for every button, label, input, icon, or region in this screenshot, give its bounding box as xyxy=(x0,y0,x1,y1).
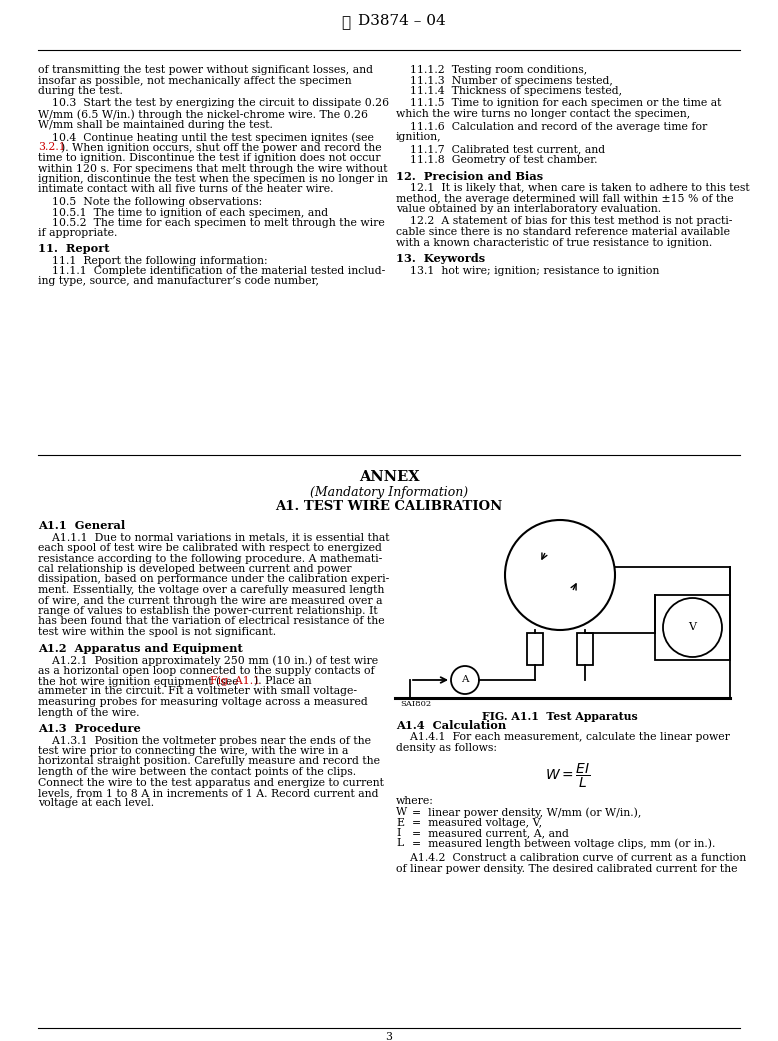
Text: D3874 – 04: D3874 – 04 xyxy=(358,14,446,28)
Text: A1.1  General: A1.1 General xyxy=(38,520,125,531)
Text: A1.4  Calculation: A1.4 Calculation xyxy=(396,720,506,731)
Text: 3.2.1: 3.2.1 xyxy=(38,143,66,152)
Text: $W = \dfrac{EI}{L}$: $W = \dfrac{EI}{L}$ xyxy=(545,762,591,790)
Text: ANNEX: ANNEX xyxy=(359,469,419,484)
Bar xyxy=(577,633,593,665)
Text: SAI802: SAI802 xyxy=(400,700,431,708)
Text: A: A xyxy=(461,676,469,685)
Text: each spool of test wire be calibrated with respect to energized: each spool of test wire be calibrated wi… xyxy=(38,543,382,553)
Text: ammeter in the circuit. Fit a voltmeter with small voltage-: ammeter in the circuit. Fit a voltmeter … xyxy=(38,686,357,696)
Text: method, the average determined will fall within ±15 % of the: method, the average determined will fall… xyxy=(396,194,734,203)
Text: 11.1.5  Time to ignition for each specimen or the time at: 11.1.5 Time to ignition for each specime… xyxy=(396,99,721,108)
Text: has been found that the variation of electrical resistance of the: has been found that the variation of ele… xyxy=(38,616,384,627)
Text: test wire prior to connecting the wire, with the wire in a: test wire prior to connecting the wire, … xyxy=(38,746,349,756)
Text: 11.1.7  Calibrated test current, and: 11.1.7 Calibrated test current, and xyxy=(396,145,605,154)
Circle shape xyxy=(663,598,722,657)
Text: the hot wire ignition equipment (see: the hot wire ignition equipment (see xyxy=(38,676,242,687)
Text: dissipation, based on performance under the calibration experi-: dissipation, based on performance under … xyxy=(38,575,389,584)
Text: W/mm (6.5 W/in.) through the nickel-chrome wire. The 0.26: W/mm (6.5 W/in.) through the nickel-chro… xyxy=(38,109,368,120)
Text: test wire within the spool is not significant.: test wire within the spool is not signif… xyxy=(38,627,276,637)
Text: 12.2  A statement of bias for this test method is not practi-: 12.2 A statement of bias for this test m… xyxy=(396,217,732,227)
Text: W: W xyxy=(396,807,407,817)
Text: of linear power density. The desired calibrated current for the: of linear power density. The desired cal… xyxy=(396,863,738,873)
Text: as a horizontal open loop connected to the supply contacts of: as a horizontal open loop connected to t… xyxy=(38,665,375,676)
Text: measuring probes for measuring voltage across a measured: measuring probes for measuring voltage a… xyxy=(38,697,368,707)
Text: during the test.: during the test. xyxy=(38,86,123,96)
Text: =  measured length between voltage clips, mm (or in.).: = measured length between voltage clips,… xyxy=(412,838,716,849)
Text: if appropriate.: if appropriate. xyxy=(38,229,117,238)
Text: range of values to establish the power-current relationship. It: range of values to establish the power-c… xyxy=(38,606,377,616)
Text: =  linear power density, W/mm (or W/in.),: = linear power density, W/mm (or W/in.), xyxy=(412,807,641,817)
Text: 11.1.4  Thickness of specimens tested,: 11.1.4 Thickness of specimens tested, xyxy=(396,86,622,96)
Text: where:: where: xyxy=(396,796,434,807)
Text: within 120 s. For specimens that melt through the wire without: within 120 s. For specimens that melt th… xyxy=(38,163,387,174)
Text: A1.3.1  Position the voltmeter probes near the ends of the: A1.3.1 Position the voltmeter probes nea… xyxy=(38,736,371,745)
Circle shape xyxy=(451,666,479,694)
Text: ment. Essentially, the voltage over a carefully measured length: ment. Essentially, the voltage over a ca… xyxy=(38,585,384,595)
Text: 10.4  Continue heating until the test specimen ignites (see: 10.4 Continue heating until the test spe… xyxy=(38,132,374,143)
Text: ). When ignition occurs, shut off the power and record the: ). When ignition occurs, shut off the po… xyxy=(61,143,382,153)
Text: A1.2  Apparatus and Equipment: A1.2 Apparatus and Equipment xyxy=(38,642,243,654)
Text: insofar as possible, not mechanically affect the specimen: insofar as possible, not mechanically af… xyxy=(38,76,352,85)
Text: E: E xyxy=(396,817,404,828)
Text: cal relationship is developed between current and power: cal relationship is developed between cu… xyxy=(38,564,352,574)
Text: 12.  Precision and Bias: 12. Precision and Bias xyxy=(396,171,543,181)
Text: A1.1.1  Due to normal variations in metals, it is essential that: A1.1.1 Due to normal variations in metal… xyxy=(38,533,390,542)
Text: 10.5.2  The time for each specimen to melt through the wire: 10.5.2 The time for each specimen to mel… xyxy=(38,218,385,228)
Text: 12.1  It is likely that, when care is taken to adhere to this test: 12.1 It is likely that, when care is tak… xyxy=(396,183,750,193)
Text: value obtained by an interlaboratory evaluation.: value obtained by an interlaboratory eva… xyxy=(396,204,661,214)
Text: 11.1.6  Calculation and record of the average time for: 11.1.6 Calculation and record of the ave… xyxy=(396,122,707,131)
Text: 10.5  Note the following observations:: 10.5 Note the following observations: xyxy=(38,197,262,207)
Text: 11.1.2  Testing room conditions,: 11.1.2 Testing room conditions, xyxy=(396,65,587,75)
Text: cable since there is no standard reference material available: cable since there is no standard referen… xyxy=(396,227,730,237)
Text: voltage at each level.: voltage at each level. xyxy=(38,798,154,809)
Text: length of the wire between the contact points of the clips.: length of the wire between the contact p… xyxy=(38,767,356,777)
Text: 10.3  Start the test by energizing the circuit to dissipate 0.26: 10.3 Start the test by energizing the ci… xyxy=(38,99,389,108)
Text: ing type, source, and manufacturer’s code number,: ing type, source, and manufacturer’s cod… xyxy=(38,277,319,286)
Text: which the wire turns no longer contact the specimen,: which the wire turns no longer contact t… xyxy=(396,109,690,119)
Text: 10.5.1  The time to ignition of each specimen, and: 10.5.1 The time to ignition of each spec… xyxy=(38,207,328,218)
Text: 11.1.3  Number of specimens tested,: 11.1.3 Number of specimens tested, xyxy=(396,76,613,85)
Text: with a known characteristic of true resistance to ignition.: with a known characteristic of true resi… xyxy=(396,237,712,248)
Text: density as follows:: density as follows: xyxy=(396,743,497,753)
Text: length of the wire.: length of the wire. xyxy=(38,708,139,717)
Text: horizontal straight position. Carefully measure and record the: horizontal straight position. Carefully … xyxy=(38,757,380,766)
Text: 11.1.1  Complete identification of the material tested includ-: 11.1.1 Complete identification of the ma… xyxy=(38,266,385,276)
Text: 3: 3 xyxy=(386,1032,392,1041)
Text: time to ignition. Discontinue the test if ignition does not occur: time to ignition. Discontinue the test i… xyxy=(38,153,380,163)
Text: ignition,: ignition, xyxy=(396,132,442,142)
Text: A1.3  Procedure: A1.3 Procedure xyxy=(38,723,141,734)
Text: of transmitting the test power without significant losses, and: of transmitting the test power without s… xyxy=(38,65,373,75)
Text: resistance according to the following procedure. A mathemati-: resistance according to the following pr… xyxy=(38,554,382,563)
Text: of wire, and the current through the wire are measured over a: of wire, and the current through the wir… xyxy=(38,595,383,606)
Text: A1.4.1  For each measurement, calculate the linear power: A1.4.1 For each measurement, calculate t… xyxy=(396,733,730,742)
Text: V: V xyxy=(689,623,696,633)
Text: ⛮: ⛮ xyxy=(341,15,350,30)
Text: ). Place an: ). Place an xyxy=(254,676,312,686)
Text: 13.1  hot wire; ignition; resistance to ignition: 13.1 hot wire; ignition; resistance to i… xyxy=(396,265,660,276)
Text: A1.4.2  Construct a calibration curve of current as a function: A1.4.2 Construct a calibration curve of … xyxy=(396,853,746,863)
Text: Fig. A1.1: Fig. A1.1 xyxy=(210,676,260,686)
Text: 11.  Report: 11. Report xyxy=(38,243,110,254)
Text: 13.  Keywords: 13. Keywords xyxy=(396,253,485,264)
Text: A1. TEST WIRE CALIBRATION: A1. TEST WIRE CALIBRATION xyxy=(275,500,503,513)
Text: ignition, discontinue the test when the specimen is no longer in: ignition, discontinue the test when the … xyxy=(38,174,388,184)
Text: W/mm shall be maintained during the test.: W/mm shall be maintained during the test… xyxy=(38,120,273,129)
Text: levels, from 1 to 8 A in increments of 1 A. Record current and: levels, from 1 to 8 A in increments of 1… xyxy=(38,788,379,798)
Text: intimate contact with all five turns of the heater wire.: intimate contact with all five turns of … xyxy=(38,184,334,195)
Bar xyxy=(655,595,730,660)
Text: L: L xyxy=(396,838,403,848)
Text: =  measured current, A, and: = measured current, A, and xyxy=(412,828,569,838)
Text: A1.2.1  Position approximately 250 mm (10 in.) of test wire: A1.2.1 Position approximately 250 mm (10… xyxy=(38,655,378,665)
Text: Connect the wire to the test apparatus and energize to current: Connect the wire to the test apparatus a… xyxy=(38,778,384,787)
Text: 11.1.8  Geometry of test chamber.: 11.1.8 Geometry of test chamber. xyxy=(396,155,598,166)
Text: I: I xyxy=(396,828,401,838)
Bar xyxy=(527,633,543,665)
Text: =  measured voltage, V,: = measured voltage, V, xyxy=(412,817,542,828)
Text: FIG. A1.1  Test Apparatus: FIG. A1.1 Test Apparatus xyxy=(482,711,638,722)
Text: 11.1  Report the following information:: 11.1 Report the following information: xyxy=(38,255,268,265)
Text: (Mandatory Information): (Mandatory Information) xyxy=(310,486,468,499)
